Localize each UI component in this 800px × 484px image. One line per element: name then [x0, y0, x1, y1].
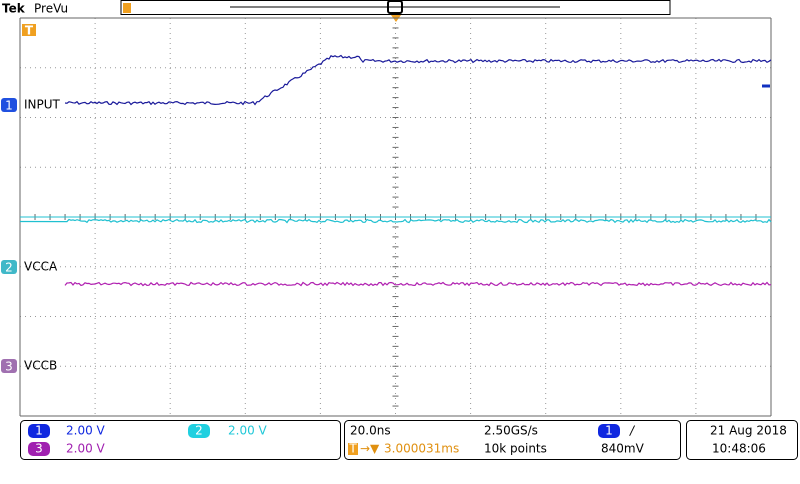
- trigger-marker-label: T: [25, 24, 34, 38]
- ch2-badge-number: 2: [195, 424, 203, 438]
- sample-rate: 2.50GS/s: [484, 424, 538, 438]
- trigger-slope: /: [629, 424, 636, 438]
- ch1-scale: 2.00 V: [66, 424, 106, 438]
- trigger-position: 3.000031ms: [384, 442, 459, 456]
- ch2-label: VCCA: [24, 260, 58, 274]
- trigger-marker: [22, 24, 36, 36]
- ch2-marker: [1, 260, 17, 274]
- brand: Tek: [2, 2, 26, 16]
- ch3-label: VCCB: [24, 359, 57, 373]
- ch2-scale: 2.00 V: [228, 424, 268, 438]
- trace-vccb: [64, 281, 772, 287]
- ch2-number: 2: [5, 261, 13, 275]
- channel-box: [20, 420, 341, 460]
- ch1-number: 1: [5, 99, 13, 113]
- record-length: 10k points: [484, 442, 547, 456]
- trigger-icon: T: [348, 442, 357, 456]
- trigger-icon-box: [348, 443, 358, 455]
- ch3-badge-number: 3: [35, 442, 43, 456]
- mode: PreVu: [34, 2, 68, 16]
- ch1-badge-number: 1: [35, 424, 43, 438]
- timebase-box: [344, 420, 681, 460]
- record-trigger: [123, 3, 131, 13]
- ch3-badge: [28, 442, 50, 456]
- arrow: →▼: [360, 442, 380, 456]
- time: 10:48:06: [712, 442, 766, 456]
- trace-vcca: [19, 218, 772, 224]
- ch1-marker: [1, 98, 17, 112]
- ch1-label: INPUT: [24, 98, 61, 112]
- ch1-badge: [28, 424, 50, 438]
- ch2-badge: [188, 424, 210, 438]
- horizontal-scale: 20.0ns: [350, 424, 391, 438]
- ch3-scale: 2.00 V: [66, 442, 106, 456]
- clock-box: [686, 420, 798, 460]
- trigger-level: 840mV: [601, 442, 645, 456]
- view-bracket: [387, 0, 403, 14]
- trigger-source-badge: [598, 424, 620, 438]
- ch3-marker: [1, 359, 17, 373]
- ch3-number: 3: [5, 360, 13, 374]
- trace-input: [64, 54, 772, 106]
- date: 21 Aug 2018: [710, 424, 787, 438]
- trigger-source: 1: [605, 424, 613, 438]
